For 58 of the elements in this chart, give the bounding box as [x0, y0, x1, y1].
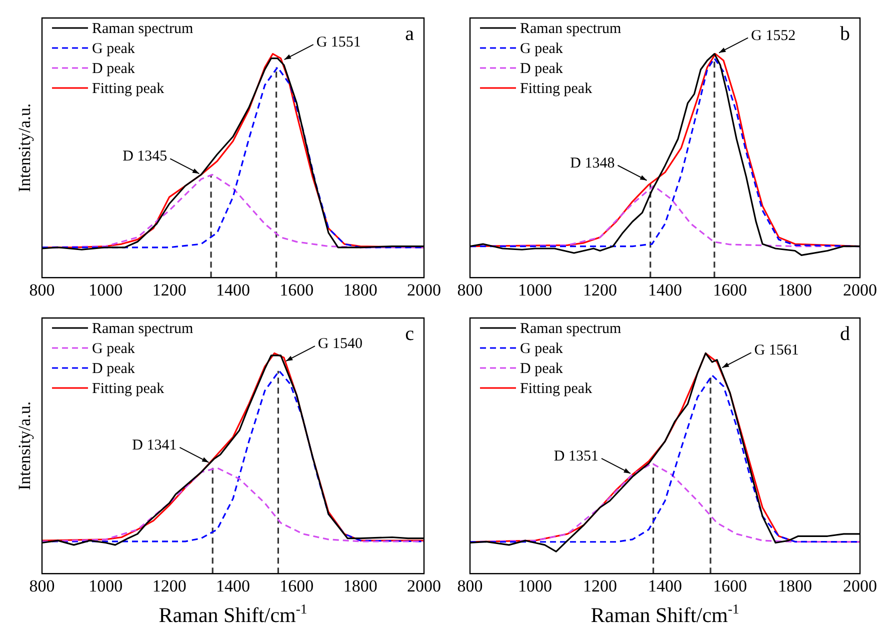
legend-label: Fitting peak — [520, 381, 593, 397]
x-tick-label: 1600 — [713, 576, 747, 596]
annotation: D 1351 — [554, 448, 598, 464]
x-tick-label: 1800 — [343, 576, 378, 596]
x-tick-label: 1400 — [216, 280, 250, 300]
legend-label: G peak — [520, 41, 564, 57]
x-tick-label: 2000 — [407, 576, 441, 596]
legend-label: Fitting peak — [520, 81, 593, 97]
x-tick-label: 1200 — [152, 280, 186, 300]
x-tick-label: 1800 — [778, 576, 812, 596]
x-tick-label: 1000 — [518, 576, 552, 596]
x-tick-label: 1600 — [713, 280, 747, 300]
x-tick-label: 2000 — [407, 280, 441, 300]
legend-label: D peak — [520, 361, 564, 377]
x-tick-label: 1200 — [152, 576, 186, 596]
annotation: G 1561 — [754, 342, 799, 359]
text: b — [840, 23, 850, 45]
legend-label: Raman spectrum — [520, 321, 622, 337]
x-tick-label: 2000 — [843, 576, 877, 596]
x-tick-label: 800 — [457, 280, 483, 300]
x-tick-label: 1600 — [280, 280, 314, 300]
x-tick-label: 1000 — [88, 280, 123, 300]
text: a — [405, 23, 414, 45]
x-tick-label: 1000 — [518, 280, 552, 300]
x-tick-label: 800 — [457, 576, 483, 596]
legend-label: Fitting peak — [92, 381, 165, 397]
legend-label: Raman spectrum — [92, 321, 194, 337]
x-tick-label: 1000 — [88, 576, 123, 596]
x-tick-label: 1400 — [216, 576, 250, 596]
x-tick-label: 2000 — [843, 280, 877, 300]
text: d — [840, 323, 850, 345]
text: c — [405, 323, 414, 345]
annotation: D 1348 — [570, 155, 615, 172]
x-tick-label: 1400 — [648, 576, 682, 596]
x-tick-label: 800 — [29, 576, 55, 596]
legend-label: G peak — [92, 41, 136, 57]
x-tick-label: 800 — [29, 280, 55, 300]
legend-label: Raman spectrum — [520, 21, 622, 37]
annotation: D 1341 — [132, 437, 177, 454]
annotation: D 1345 — [122, 148, 168, 165]
legend-label: Fitting peak — [92, 81, 165, 97]
annotation: G 1551 — [316, 34, 361, 51]
y-axis-title: Intensity/a.u. — [15, 401, 34, 490]
x-tick-label: 1200 — [583, 576, 617, 596]
x-tick-label: 1400 — [648, 280, 682, 300]
legend-label: G peak — [92, 341, 136, 357]
x-tick-label: 1600 — [280, 576, 314, 596]
legend-label: D peak — [92, 61, 136, 77]
legend-label: Raman spectrum — [92, 21, 194, 37]
legend-label: D peak — [92, 361, 136, 377]
legend-label: G peak — [520, 341, 564, 357]
x-tick-label: 1800 — [778, 280, 812, 300]
annotation: G 1540 — [318, 336, 363, 352]
x-tick-label: 1200 — [583, 280, 617, 300]
legend-label: D peak — [520, 61, 564, 77]
annotation: G 1552 — [751, 28, 796, 44]
y-axis-title: Intensity/a.u. — [15, 103, 34, 192]
x-tick-label: 1800 — [343, 280, 378, 300]
